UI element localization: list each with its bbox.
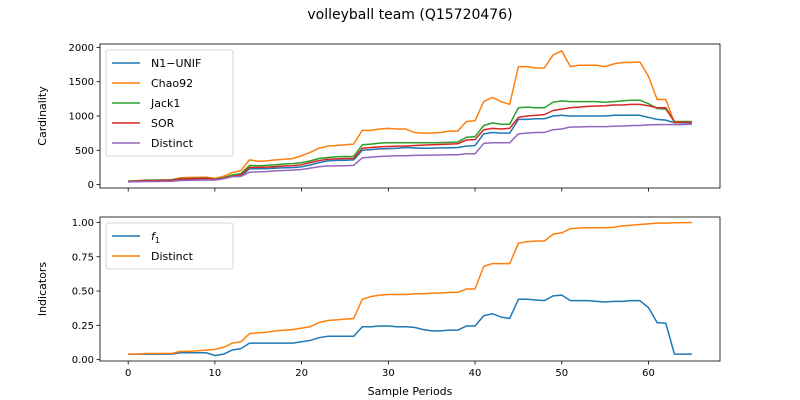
series-lines <box>128 221 692 357</box>
legend-label: Jack1 <box>150 97 180 110</box>
legend-label: SOR <box>151 117 175 130</box>
x-tick-label: 40 <box>469 368 482 379</box>
series-lines <box>128 50 692 183</box>
x-tick-label: 50 <box>555 368 568 379</box>
y-tick-label: 0.75 <box>72 252 94 263</box>
series-line-5 <box>128 123 692 183</box>
legend-label: Distinct <box>151 250 194 263</box>
series-line-2 <box>128 221 692 355</box>
x-tick-label: 30 <box>382 368 395 379</box>
y-tick-label: 500 <box>75 146 94 157</box>
x-tick-label: 60 <box>642 368 655 379</box>
chart-panel-2: 0 10 20 30 40 50 60 0.00 0.25 0.50 0.75 1.00 Indicat… <box>36 216 721 398</box>
y-tick-label: 0.00 <box>72 355 94 366</box>
y-tick-label: 1500 <box>69 77 94 88</box>
legend-label: Chao92 <box>151 77 193 90</box>
y-axis-label: Cardinality <box>36 86 49 146</box>
legend-label: f1 <box>151 230 160 245</box>
x-tick-label: 0 <box>125 368 131 379</box>
y-tick-label: 0.25 <box>72 321 94 332</box>
legend-label: Distinct <box>151 137 194 150</box>
y-axis-label: Indicators <box>36 262 49 317</box>
legend: N1−UNIF Chao92 Jack1 SOR Distinct <box>105 49 234 157</box>
legend-box <box>105 49 234 157</box>
y-tick-label: 1.00 <box>72 218 94 229</box>
y-tick-label: 2000 <box>69 43 94 54</box>
legend-box <box>105 222 234 270</box>
figure-title: volleyball team (Q15720476) <box>307 7 512 23</box>
series-line-2 <box>128 50 692 182</box>
y-tick-label: 0.50 <box>72 287 94 298</box>
series-line-1 <box>128 294 692 357</box>
panels: 0500100015002000CardinalityN1−UNIFChao92… <box>36 43 721 398</box>
y-tick-label: 1000 <box>69 112 94 123</box>
chart-panel-1: 0 500 1000 1500 2000 Cardinality N1−UNIF Chao92… <box>36 43 721 192</box>
legend-label: N1−UNIF <box>151 57 201 70</box>
x-axis-label: Sample Periods <box>368 385 453 398</box>
legend: f1 Distinct <box>105 222 234 270</box>
x-tick-label: 10 <box>209 368 222 379</box>
x-tick-label: 20 <box>295 368 308 379</box>
y-tick-label: 0 <box>88 180 94 191</box>
axes-frame <box>99 216 721 362</box>
